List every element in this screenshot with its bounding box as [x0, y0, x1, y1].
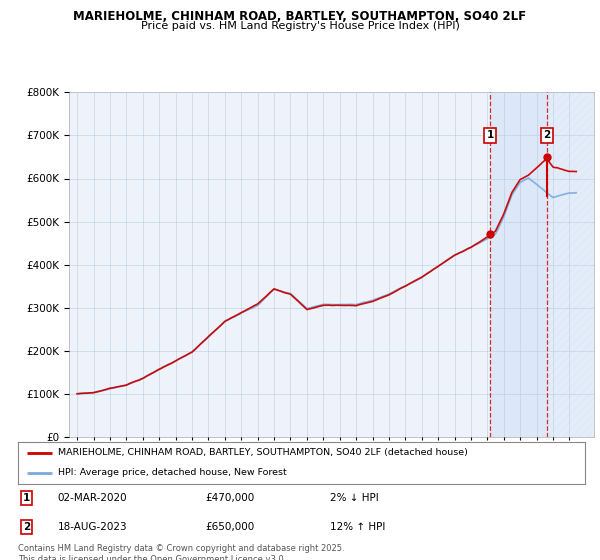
Text: 2: 2 — [23, 522, 30, 532]
Text: £650,000: £650,000 — [205, 522, 254, 532]
Text: Contains HM Land Registry data © Crown copyright and database right 2025.
This d: Contains HM Land Registry data © Crown c… — [18, 544, 344, 560]
Text: MARIEHOLME, CHINHAM ROAD, BARTLEY, SOUTHAMPTON, SO40 2LF (detached house): MARIEHOLME, CHINHAM ROAD, BARTLEY, SOUTH… — [58, 449, 467, 458]
Text: 18-AUG-2023: 18-AUG-2023 — [58, 522, 127, 532]
Text: 2: 2 — [543, 130, 551, 141]
Text: 12% ↑ HPI: 12% ↑ HPI — [330, 522, 385, 532]
Text: £470,000: £470,000 — [205, 493, 254, 503]
Text: 1: 1 — [487, 130, 494, 141]
Text: 2% ↓ HPI: 2% ↓ HPI — [330, 493, 379, 503]
Bar — [490, 92, 547, 437]
Text: 02-MAR-2020: 02-MAR-2020 — [58, 493, 127, 503]
Text: Price paid vs. HM Land Registry's House Price Index (HPI): Price paid vs. HM Land Registry's House … — [140, 21, 460, 31]
Text: 1: 1 — [23, 493, 30, 503]
Bar — [547, 92, 594, 437]
Text: MARIEHOLME, CHINHAM ROAD, BARTLEY, SOUTHAMPTON, SO40 2LF: MARIEHOLME, CHINHAM ROAD, BARTLEY, SOUTH… — [73, 10, 527, 23]
Text: HPI: Average price, detached house, New Forest: HPI: Average price, detached house, New … — [58, 468, 286, 477]
